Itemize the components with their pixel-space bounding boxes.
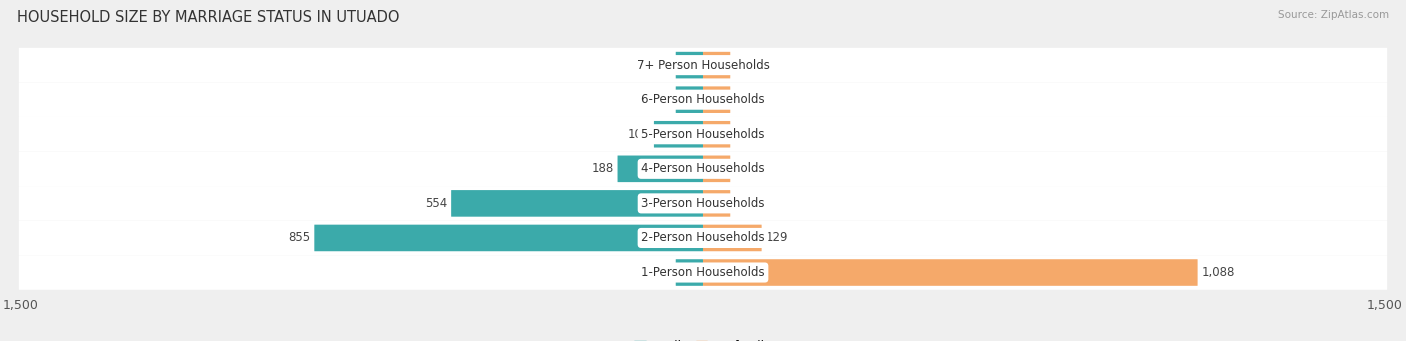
Text: 0: 0 [734, 128, 741, 141]
FancyBboxPatch shape [18, 186, 1388, 221]
FancyBboxPatch shape [617, 155, 703, 182]
Text: 1,088: 1,088 [1201, 266, 1234, 279]
Text: 5-Person Households: 5-Person Households [641, 128, 765, 141]
FancyBboxPatch shape [703, 121, 730, 148]
Text: 1-Person Households: 1-Person Households [641, 266, 765, 279]
Text: 554: 554 [425, 197, 447, 210]
FancyBboxPatch shape [703, 225, 762, 251]
Text: 188: 188 [592, 162, 614, 175]
Text: 7+ Person Households: 7+ Person Households [637, 59, 769, 72]
Text: 20: 20 [657, 93, 672, 106]
FancyBboxPatch shape [703, 259, 1198, 286]
FancyBboxPatch shape [676, 259, 703, 286]
Text: 2-Person Households: 2-Person Households [641, 232, 765, 244]
Text: 0: 0 [734, 59, 741, 72]
Text: 8: 8 [665, 59, 672, 72]
Text: 3-Person Households: 3-Person Households [641, 197, 765, 210]
Text: 6-Person Households: 6-Person Households [641, 93, 765, 106]
FancyBboxPatch shape [18, 255, 1388, 290]
FancyBboxPatch shape [703, 52, 730, 78]
Text: 4-Person Households: 4-Person Households [641, 162, 765, 175]
Text: 0: 0 [734, 197, 741, 210]
Text: 129: 129 [765, 232, 787, 244]
FancyBboxPatch shape [315, 225, 703, 251]
FancyBboxPatch shape [703, 155, 730, 182]
FancyBboxPatch shape [654, 121, 703, 148]
FancyBboxPatch shape [18, 48, 1388, 83]
FancyBboxPatch shape [703, 86, 730, 113]
Text: 855: 855 [288, 232, 311, 244]
FancyBboxPatch shape [18, 221, 1388, 255]
Text: 108: 108 [628, 128, 650, 141]
FancyBboxPatch shape [703, 190, 730, 217]
Text: 0: 0 [734, 93, 741, 106]
FancyBboxPatch shape [676, 86, 703, 113]
FancyBboxPatch shape [18, 117, 1388, 151]
Text: Source: ZipAtlas.com: Source: ZipAtlas.com [1278, 10, 1389, 20]
FancyBboxPatch shape [18, 151, 1388, 186]
Legend: Family, Nonfamily: Family, Nonfamily [630, 336, 776, 341]
Text: HOUSEHOLD SIZE BY MARRIAGE STATUS IN UTUADO: HOUSEHOLD SIZE BY MARRIAGE STATUS IN UTU… [17, 10, 399, 25]
FancyBboxPatch shape [676, 52, 703, 78]
FancyBboxPatch shape [18, 83, 1388, 117]
Text: 0: 0 [734, 162, 741, 175]
FancyBboxPatch shape [451, 190, 703, 217]
